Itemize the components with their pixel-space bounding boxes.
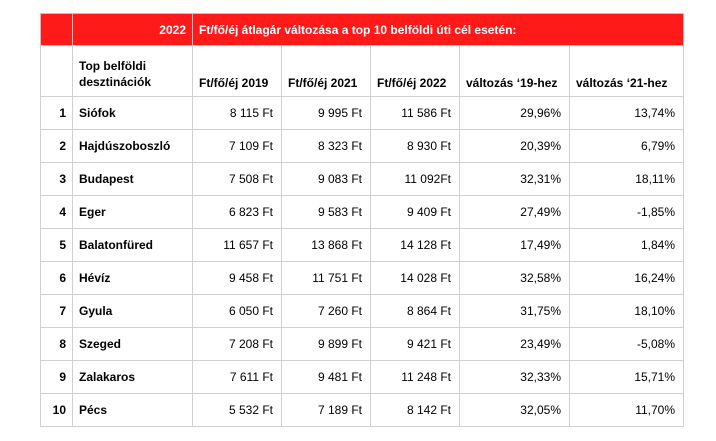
city-cell: Balatonfüred — [72, 228, 193, 262]
table-row: 2 Hajdúszoboszló 7 109 Ft 8 323 Ft 8 930 Ft 2… — [40, 129, 685, 163]
title-year: 2022 — [72, 13, 193, 46]
price-2019-cell: 7 208 Ft — [192, 327, 282, 361]
price-2021-cell: 9 583 Ft — [281, 195, 371, 229]
change-21-cell: 18,10% — [568, 294, 685, 328]
price-2022-cell: 11 586 Ft — [370, 96, 460, 130]
table-row: 5 Balatonfüred 11 657 Ft 13 868 Ft 14 128 Ft… — [40, 228, 685, 262]
rank-cell: 1 — [40, 96, 73, 130]
table-row: 9 Zalakaros 7 611 Ft 9 481 Ft 11 248 Ft 32,33… — [40, 360, 685, 394]
price-2019-cell: 8 115 Ft — [192, 96, 282, 130]
table-row: 8 Szeged 7 208 Ft 9 899 Ft 9 421 Ft 23,49% -5,… — [40, 327, 685, 361]
table-row: 1 Siófok 8 115 Ft 9 995 Ft 11 586 Ft 29,96% 13… — [40, 96, 685, 130]
rank-cell: 5 — [40, 228, 73, 262]
change-21-cell: 6,79% — [568, 129, 685, 163]
header-price-2022: Ft/fő/éj 2022 — [370, 45, 460, 97]
rank-cell: 3 — [40, 162, 73, 196]
price-2022-cell: 8 864 Ft — [370, 294, 460, 328]
price-2021-cell: 9 481 Ft — [281, 360, 371, 394]
header-rank-cell — [40, 45, 73, 97]
price-2021-cell: 9 995 Ft — [281, 96, 371, 130]
change-19-cell: 29,96% — [459, 96, 570, 130]
price-2019-cell: 6 823 Ft — [192, 195, 282, 229]
destination-price-table: 2022 Ft/fő/éj átlagár változása a top 10… — [40, 13, 685, 427]
change-19-cell: 32,31% — [459, 162, 570, 196]
change-21-cell: 13,74% — [568, 96, 685, 130]
city-cell: Hévíz — [72, 261, 193, 295]
change-21-cell: 15,71% — [568, 360, 685, 394]
price-2021-cell: 9 083 Ft — [281, 162, 371, 196]
price-2021-cell: 11 751 Ft — [281, 261, 371, 295]
change-21-cell: 16,24% — [568, 261, 685, 295]
header-change-21: változás ‘21-hez — [568, 45, 685, 97]
price-2019-cell: 5 532 Ft — [192, 393, 282, 427]
price-2021-cell: 8 323 Ft — [281, 129, 371, 163]
title-row-blank-cell — [40, 13, 73, 46]
city-cell: Budapest — [72, 162, 193, 196]
price-2019-cell: 11 657 Ft — [192, 228, 282, 262]
rank-cell: 6 — [40, 261, 73, 295]
header-price-2021: Ft/fő/éj 2021 — [281, 45, 371, 97]
price-2022-cell: 9 409 Ft — [370, 195, 460, 229]
change-19-cell: 27,49% — [459, 195, 570, 229]
price-2019-cell: 6 050 Ft — [192, 294, 282, 328]
price-2022-cell: 11 092Ft — [370, 162, 460, 196]
change-21-cell: -5,08% — [568, 327, 685, 361]
change-21-cell: -1,85% — [568, 195, 685, 229]
header-price-2019: Ft/fő/éj 2019 — [192, 45, 282, 97]
city-cell: Szeged — [72, 327, 193, 361]
price-2022-cell: 8 142 Ft — [370, 393, 460, 427]
rank-cell: 8 — [40, 327, 73, 361]
rank-cell: 10 — [40, 393, 73, 427]
city-cell: Gyula — [72, 294, 193, 328]
price-2019-cell: 7 611 Ft — [192, 360, 282, 394]
price-2021-cell: 7 260 Ft — [281, 294, 371, 328]
price-2022-cell: 14 028 Ft — [370, 261, 460, 295]
rank-cell: 2 — [40, 129, 73, 163]
price-2021-cell: 7 189 Ft — [281, 393, 371, 427]
change-21-cell: 1,84% — [568, 228, 685, 262]
change-19-cell: 31,75% — [459, 294, 570, 328]
price-2022-cell: 8 930 Ft — [370, 129, 460, 163]
change-19-cell: 20,39% — [459, 129, 570, 163]
city-cell: Siófok — [72, 96, 193, 130]
price-2021-cell: 13 868 Ft — [281, 228, 371, 262]
table-row: 3 Budapest 7 508 Ft 9 083 Ft 11 092Ft 32,31% 1… — [40, 162, 685, 196]
city-cell: Pécs — [72, 393, 193, 427]
price-2021-cell: 9 899 Ft — [281, 327, 371, 361]
table-row: 6 Hévíz 9 458 Ft 11 751 Ft 14 028 Ft 32,58% 16… — [40, 261, 685, 295]
city-cell: Zalakaros — [72, 360, 193, 394]
price-2019-cell: 9 458 Ft — [192, 261, 282, 295]
table-row: 10 Pécs 5 532 Ft 7 189 Ft 8 142 Ft 32,05% 11,7… — [40, 393, 685, 427]
header-change-19: változás ‘19-hez — [459, 45, 570, 97]
header-destination: Top belföldi desztinációk — [72, 45, 193, 97]
city-cell: Eger — [72, 195, 193, 229]
rank-cell: 7 — [40, 294, 73, 328]
header-row: Top belföldi desztinációk Ft/fő/éj 2019 … — [40, 45, 685, 97]
change-19-cell: 32,05% — [459, 393, 570, 427]
change-19-cell: 17,49% — [459, 228, 570, 262]
table-row: 7 Gyula 6 050 Ft 7 260 Ft 8 864 Ft 31,75% 18,1… — [40, 294, 685, 328]
price-2022-cell: 14 128 Ft — [370, 228, 460, 262]
title-row: 2022 Ft/fő/éj átlagár változása a top 10… — [40, 13, 685, 46]
change-21-cell: 11,70% — [568, 393, 685, 427]
table-caption: Ft/fő/éj átlagár változása a top 10 belf… — [191, 13, 685, 46]
rank-cell: 4 — [40, 195, 73, 229]
price-2019-cell: 7 508 Ft — [192, 162, 282, 196]
price-2022-cell: 9 421 Ft — [370, 327, 460, 361]
table-row: 4 Eger 6 823 Ft 9 583 Ft 9 409 Ft 27,49% -1,85… — [40, 195, 685, 229]
change-19-cell: 32,58% — [459, 261, 570, 295]
city-cell: Hajdúszoboszló — [72, 129, 193, 163]
change-19-cell: 23,49% — [459, 327, 570, 361]
change-21-cell: 18,11% — [568, 162, 685, 196]
price-2019-cell: 7 109 Ft — [192, 129, 282, 163]
rank-cell: 9 — [40, 360, 73, 394]
price-2022-cell: 11 248 Ft — [370, 360, 460, 394]
change-19-cell: 32,33% — [459, 360, 570, 394]
